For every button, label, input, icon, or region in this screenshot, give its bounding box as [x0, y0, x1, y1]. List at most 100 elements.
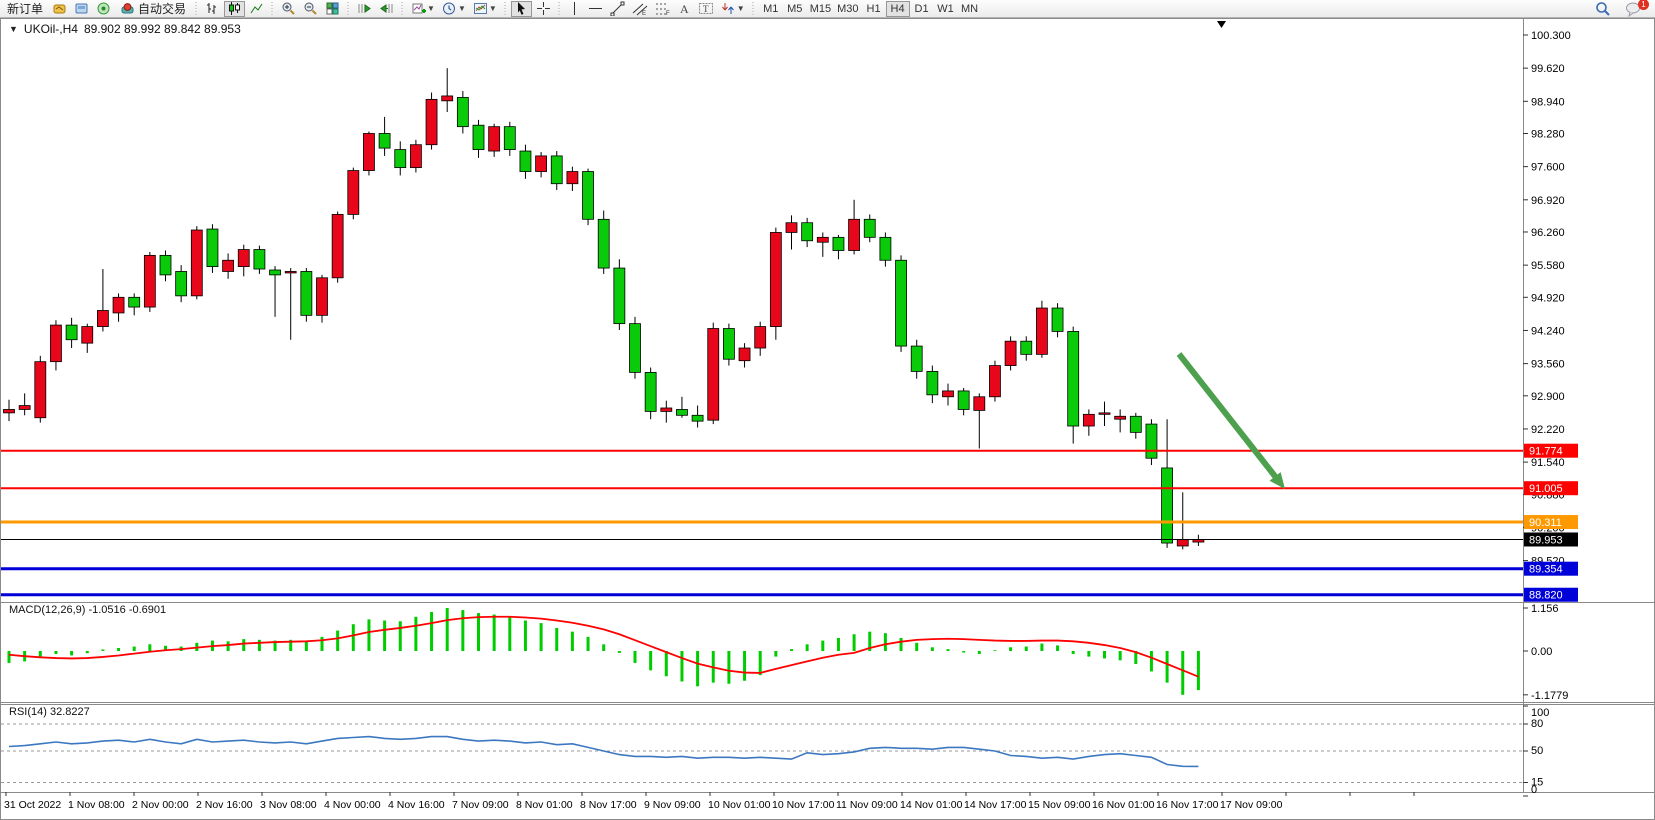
cursor-button[interactable]	[510, 0, 532, 17]
timeframe-button-W1[interactable]: W1	[937, 2, 954, 15]
timeframe-button-M30[interactable]: M30	[837, 2, 859, 15]
search-icon	[1595, 1, 1611, 17]
timeframe-button-H1[interactable]: H1	[866, 2, 881, 15]
svg-text:97.600: 97.600	[1531, 162, 1565, 174]
svg-text:8 Nov 01:00: 8 Nov 01:00	[516, 799, 573, 811]
toolbar-grip	[502, 1, 508, 16]
svg-text:94.920: 94.920	[1531, 292, 1565, 304]
autotrade-button[interactable]: 自动交易	[115, 1, 191, 17]
equidistant-channel-button[interactable]: E	[629, 1, 651, 17]
search-button[interactable]	[1592, 1, 1614, 17]
timeframe-button-M15[interactable]: M15	[809, 2, 832, 15]
svg-text:93.560: 93.560	[1531, 359, 1565, 371]
svg-text:92.900: 92.900	[1531, 391, 1565, 403]
chart-shift-button[interactable]	[376, 1, 397, 17]
timeframe-button-D1[interactable]: D1	[914, 2, 929, 15]
chart-wizard-button[interactable]	[49, 1, 70, 17]
hline-88.820[interactable]: 88.820	[1, 587, 1578, 602]
bar-chart-button[interactable]	[202, 1, 223, 17]
svg-text:7 Nov 09:00: 7 Nov 09:00	[452, 799, 509, 811]
chart-title-symbol: UKOil-,H4	[23, 22, 78, 36]
toolbar-right: 1	[1592, 0, 1655, 17]
horizontal-line-button[interactable]	[585, 1, 606, 17]
line-chart-button[interactable]	[246, 1, 267, 17]
timeframe-button-M1[interactable]: M1	[763, 2, 779, 15]
hline-91.005[interactable]: 91.005	[1, 481, 1578, 496]
rsi-layer	[8, 735, 1199, 768]
timeframe-button-H4[interactable]: H4	[885, 0, 910, 17]
signal-icon	[96, 1, 111, 16]
svg-text:1.156: 1.156	[1531, 603, 1559, 615]
navigator-button[interactable]	[93, 1, 114, 17]
chart-wizard-icon	[52, 1, 67, 16]
svg-text:89.354: 89.354	[1529, 564, 1563, 576]
svg-text:2 Nov 00:00: 2 Nov 00:00	[132, 799, 189, 811]
auto-scroll-button[interactable]	[354, 1, 375, 17]
toolbar-grip	[346, 1, 352, 16]
chevron-down-icon: ▼	[736, 4, 745, 13]
hline-91.774[interactable]: 91.774	[1, 443, 1578, 458]
tile-windows-button[interactable]	[322, 1, 343, 17]
bid-price-line: 89.953	[1, 532, 1578, 547]
chart-canvas[interactable]: 100.300 99.620 98.940 98.280 97.600 96.920 96.…	[1, 19, 1654, 819]
chat-button[interactable]: 1	[1622, 0, 1649, 17]
svg-text:91.540: 91.540	[1531, 457, 1565, 469]
new-order-label: 新订单	[7, 2, 44, 16]
svg-text:15: 15	[1531, 777, 1543, 789]
trendline-button[interactable]	[607, 1, 628, 17]
fibonacci-button[interactable]: F	[652, 1, 674, 17]
svg-text:94.240: 94.240	[1531, 325, 1565, 337]
hline-89.354[interactable]: 89.354	[1, 561, 1578, 576]
svg-text:11 Nov 09:00: 11 Nov 09:00	[836, 799, 898, 811]
last-bar-marker	[1217, 21, 1226, 28]
autotrade-label: 自动交易	[138, 2, 187, 16]
crosshair-button[interactable]	[533, 1, 554, 17]
indicators-icon	[411, 1, 427, 16]
indicators-button[interactable]: ▼	[408, 1, 438, 17]
svg-text:14 Nov 17:00: 14 Nov 17:00	[964, 799, 1027, 811]
timeframe-group: M1 M5 M15 M30 H1 H4 D1 W1 MN	[759, 0, 982, 17]
macd-indicator-label: MACD(12,26,9) -1.0516 -0.6901	[9, 604, 167, 616]
arrows-button[interactable]: ▼	[718, 1, 748, 17]
svg-text:92.220: 92.220	[1531, 424, 1565, 436]
templates-button[interactable]: ▼	[470, 1, 500, 17]
candlestick-button[interactable]	[224, 0, 246, 17]
svg-text:15 Nov 09:00: 15 Nov 09:00	[1028, 799, 1091, 811]
svg-text:F: F	[666, 11, 670, 16]
zoom-in-button[interactable]	[278, 1, 299, 17]
chart-shift-icon	[379, 1, 394, 16]
svg-text:80: 80	[1531, 718, 1543, 730]
chart-menu-icon[interactable]: ▼	[9, 24, 18, 34]
svg-text:50: 50	[1531, 745, 1543, 757]
timeframe-button-M5[interactable]: M5	[787, 2, 803, 15]
zoom-out-button[interactable]	[300, 1, 321, 17]
svg-text:95.580: 95.580	[1531, 260, 1565, 272]
new-order-button[interactable]: 新订单	[2, 1, 48, 17]
timeframe-button-MN[interactable]: MN	[960, 2, 979, 15]
chart-window[interactable]: ▼ UKOil-,H4 89.902 89.992 89.842 89.953 …	[0, 18, 1655, 820]
text-label-button[interactable]: T	[695, 1, 717, 17]
svg-text:3 Nov 08:00: 3 Nov 08:00	[260, 799, 317, 811]
svg-text:99.620: 99.620	[1531, 63, 1565, 75]
svg-text:4 Nov 00:00: 4 Nov 00:00	[324, 799, 381, 811]
svg-text:31 Oct 2022: 31 Oct 2022	[4, 799, 61, 811]
arrow-annotation[interactable]	[1176, 352, 1285, 489]
auto-scroll-icon	[357, 1, 372, 16]
zoom-out-icon	[303, 1, 318, 16]
publisher-button[interactable]	[71, 1, 92, 17]
svg-text:88.820: 88.820	[1529, 590, 1563, 602]
svg-text:96.920: 96.920	[1531, 195, 1565, 207]
vertical-line-button[interactable]	[565, 1, 584, 17]
arrows-icon	[721, 1, 736, 16]
periods-button[interactable]: ▼	[439, 1, 469, 17]
text-button[interactable]: A	[675, 1, 694, 17]
pane-frames	[1, 19, 1654, 819]
hline-90.311[interactable]: 90.311	[1, 515, 1578, 530]
svg-text:0: 0	[1531, 784, 1537, 796]
svg-text:10 Nov 01:00: 10 Nov 01:00	[708, 799, 771, 811]
svg-text:96.260: 96.260	[1531, 227, 1565, 239]
notification-badge: 1	[1638, 0, 1649, 10]
toolbar-grip	[270, 1, 276, 16]
